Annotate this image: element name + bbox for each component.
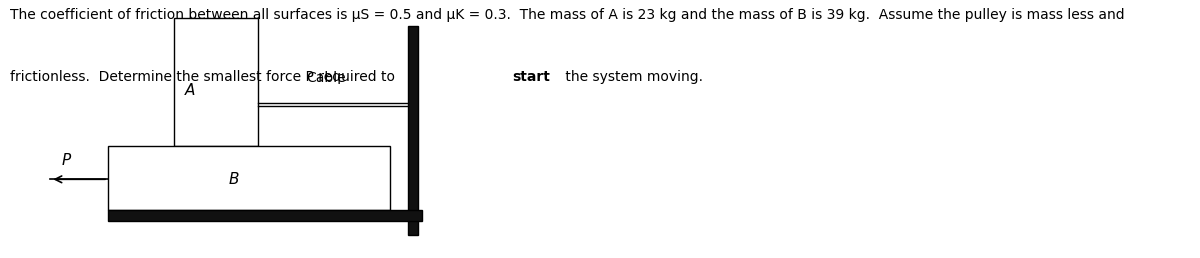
Text: Cable: Cable (306, 71, 347, 85)
Text: B: B (229, 172, 239, 187)
Bar (108, 210, 422, 221)
Bar (174, 18, 258, 146)
Text: start: start (512, 70, 550, 84)
Text: The coefficient of friction between all surfaces is μS = 0.5 and μK = 0.3.  The : The coefficient of friction between all … (10, 8, 1124, 22)
Text: P: P (61, 153, 71, 168)
Bar (408, 26, 418, 235)
Text: frictionless.  Determine the smallest force P required to: frictionless. Determine the smallest for… (10, 70, 398, 84)
Text: A: A (185, 83, 194, 98)
Bar (108, 146, 390, 210)
Text: the system moving.: the system moving. (560, 70, 703, 84)
